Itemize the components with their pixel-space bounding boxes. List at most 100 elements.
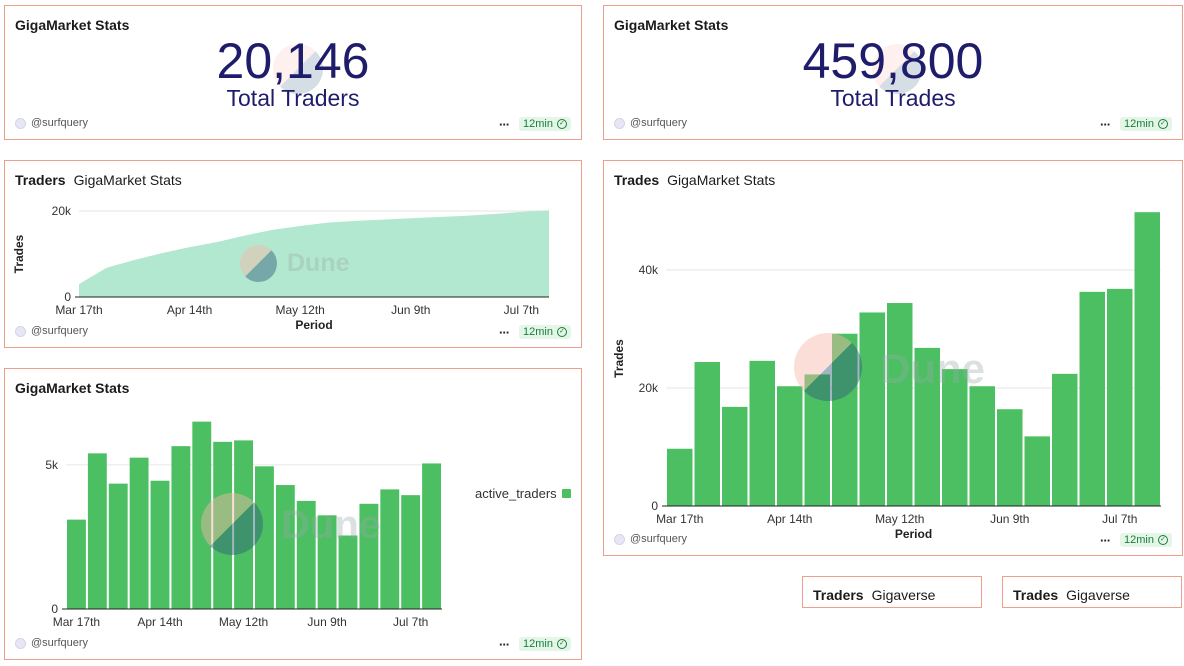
bar	[914, 347, 940, 506]
refresh-badge[interactable]: 12min ✓	[519, 325, 571, 339]
card-footer-actions: ··· 12min ✓	[1100, 117, 1172, 131]
author-name: @surfquery	[31, 117, 89, 129]
refresh-badge[interactable]: 12min ✓	[1120, 533, 1172, 547]
author-link[interactable]: @surfquery	[15, 117, 88, 129]
y-tick-label: 40k	[639, 263, 659, 277]
bar	[67, 519, 86, 609]
traders-chart-card: Traders GigaMarket Stats 0 20k Mar 17th Apr …	[4, 160, 582, 348]
bar	[87, 453, 107, 609]
bar	[1052, 373, 1078, 506]
author-link[interactable]: @surfquery	[614, 533, 687, 545]
counter: 20,146 Total Traders	[5, 36, 581, 110]
x-tick-label: Jul 7th	[393, 615, 428, 629]
bar	[859, 312, 885, 506]
y-tick-label: 0	[51, 602, 58, 616]
active-traders-chart-card: GigaMarket Stats 0 5k Mar 17th Apr 14th May …	[4, 368, 582, 660]
trades-gigaverse-card[interactable]: Trades Gigaverse	[1002, 576, 1182, 608]
dune-watermark: Dune	[287, 249, 350, 277]
legend-label: active_traders	[475, 486, 557, 501]
author-link[interactable]: @surfquery	[15, 637, 88, 649]
x-tick-label: Mar 17th	[53, 615, 100, 629]
traders-area-chart: 0 20k Mar 17th Apr 14th May 12th Jun 9th Jul 7…	[12, 204, 549, 332]
y-axis-title: Trades	[12, 234, 26, 273]
dune-logo-icon	[273, 44, 323, 94]
avatar	[15, 117, 26, 129]
x-tick-label: Mar 17th	[55, 303, 102, 317]
y-tick-label: 20k	[639, 381, 659, 395]
y-tick-label: 5k	[45, 458, 59, 472]
bar	[749, 360, 775, 506]
bar	[171, 446, 191, 609]
bar	[129, 457, 149, 609]
more-options-icon[interactable]: ···	[499, 636, 510, 652]
check-circle-icon: ✓	[1158, 535, 1168, 545]
bar	[667, 448, 693, 506]
bar	[887, 303, 913, 506]
author-link[interactable]: @surfquery	[614, 117, 687, 129]
refresh-time: 12min	[523, 326, 553, 338]
active-traders-bar-chart: 0 5k Mar 17th Apr 14th May 12th Jun 9th Jul 7t…	[45, 421, 442, 629]
refresh-badge[interactable]: 12min ✓	[1120, 117, 1172, 131]
author-link[interactable]: @surfquery	[15, 325, 88, 337]
dune-watermark: Dune	[281, 503, 381, 547]
check-circle-icon: ✓	[557, 327, 567, 337]
x-tick-label: Mar 17th	[656, 512, 703, 526]
mini-subtitle: Gigaverse	[871, 587, 936, 603]
card-title: Trades GigaMarket Stats	[614, 172, 775, 188]
bar	[338, 535, 358, 609]
trades-chart-card: Trades GigaMarket Stats 0 20k 40k Mar 17th Ap…	[603, 160, 1183, 556]
x-tick-label: Jun 9th	[307, 615, 346, 629]
counter-label: Total Trades	[830, 85, 956, 111]
card-title: GigaMarket Stats	[15, 380, 130, 396]
x-axis-title: Period	[895, 527, 932, 541]
bar	[832, 333, 858, 506]
bar	[997, 409, 1023, 506]
x-tick-label: May 12th	[875, 512, 924, 526]
total-trades-card: GigaMarket Stats 459,800 Total Trades @s…	[603, 5, 1183, 140]
x-tick-label: May 12th	[275, 303, 324, 317]
counter: 459,800 Total Trades	[604, 36, 1182, 110]
x-tick-label: Apr 14th	[767, 512, 812, 526]
bar	[317, 515, 337, 609]
x-tick-label: Apr 14th	[137, 615, 182, 629]
more-options-icon[interactable]: ···	[499, 324, 510, 340]
x-tick-label: Jul 7th	[1102, 512, 1137, 526]
bar	[1107, 288, 1133, 506]
traders-gigaverse-card[interactable]: Traders Gigaverse	[802, 576, 982, 608]
more-options-icon[interactable]: ···	[1100, 116, 1111, 132]
card-footer-actions: ··· 12min ✓	[499, 117, 571, 131]
bar	[192, 421, 212, 609]
bar	[969, 386, 995, 506]
y-tick-label: 20k	[52, 204, 72, 218]
area-series	[79, 210, 549, 297]
x-tick-label: Apr 14th	[167, 303, 212, 317]
bar	[108, 483, 128, 609]
counter-value: 459,800	[802, 33, 984, 89]
refresh-badge[interactable]: 12min ✓	[519, 117, 571, 131]
bar	[1134, 212, 1160, 506]
check-circle-icon: ✓	[1158, 119, 1168, 129]
more-options-icon[interactable]: ···	[499, 116, 510, 132]
y-tick-label: 0	[651, 499, 658, 513]
bar	[401, 495, 421, 609]
refresh-badge[interactable]: 12min ✓	[519, 637, 571, 651]
avatar	[614, 117, 625, 129]
card-footer-actions: ··· 12min ✓	[1100, 533, 1172, 547]
x-tick-label: May 12th	[219, 615, 268, 629]
card-footer-actions: ··· 12min ✓	[499, 325, 571, 339]
bar	[380, 489, 400, 609]
refresh-time: 12min	[523, 638, 553, 650]
total-traders-card: GigaMarket Stats 20,146 Total Traders @s…	[4, 5, 582, 140]
more-options-icon[interactable]: ···	[1100, 532, 1111, 548]
bar	[234, 440, 253, 609]
chart-legend[interactable]: active_traders	[475, 486, 571, 501]
bar	[694, 362, 720, 506]
y-tick-label: 0	[64, 290, 71, 304]
bar	[804, 374, 830, 506]
chart-subtitle: GigaMarket Stats	[667, 172, 776, 188]
bar	[296, 500, 316, 609]
bar	[213, 441, 233, 609]
counter-label: Total Traders	[226, 85, 360, 111]
dune-logo-icon	[794, 333, 862, 401]
bar	[422, 463, 441, 609]
